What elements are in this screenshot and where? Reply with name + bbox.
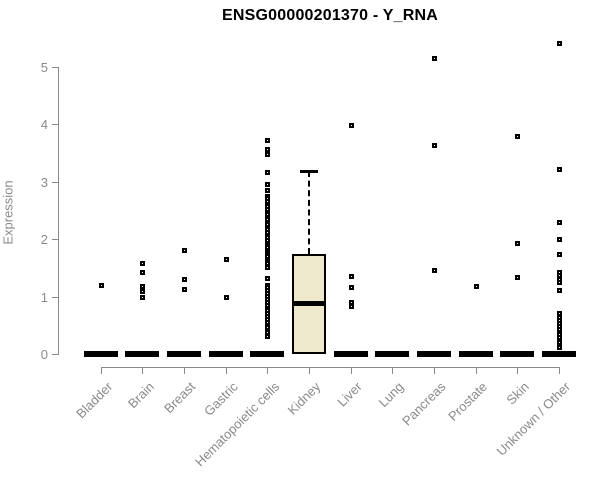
x-tick-label: Liver	[334, 379, 366, 410]
outlier-point	[556, 40, 562, 46]
outlier-point	[556, 237, 562, 243]
y-axis-tick	[52, 354, 58, 355]
outlier-point	[265, 181, 271, 187]
outlier-point	[348, 303, 354, 309]
collapsed-boxplot	[167, 351, 202, 357]
x-tick-label: Unknown / Other	[493, 379, 574, 459]
x-tick-label: Prostate	[445, 379, 491, 424]
x-axis-tick	[475, 368, 477, 374]
outlier-point	[140, 289, 146, 295]
x-tick-label: Brain	[124, 379, 157, 412]
outlier-point	[223, 257, 229, 263]
collapsed-boxplot	[250, 351, 285, 357]
outlier-point	[182, 248, 188, 254]
outlier-point	[140, 261, 146, 267]
collapsed-boxplot	[416, 351, 451, 357]
x-axis-tick	[558, 368, 560, 374]
x-axis-tick	[184, 368, 186, 374]
x-tick-label: Kidney	[284, 379, 324, 418]
collapsed-boxplot	[375, 351, 410, 357]
boxplot-upper-whisker	[308, 170, 310, 255]
outlier-point	[431, 143, 437, 149]
collapsed-boxplot	[500, 351, 535, 357]
outlier-point	[223, 295, 229, 301]
x-axis-tick	[433, 368, 435, 374]
outlier-point	[265, 146, 271, 152]
x-axis-tick	[309, 368, 310, 374]
outlier-point	[348, 122, 354, 128]
outlier-point	[556, 279, 562, 285]
x-axis-tick	[392, 368, 394, 374]
y-axis-tick	[52, 239, 58, 241]
y-tick-label: 2	[40, 232, 48, 248]
collapsed-boxplot	[208, 351, 243, 357]
outlier-point	[556, 339, 562, 345]
x-axis-tick	[100, 368, 102, 374]
outlier-point	[265, 137, 271, 143]
outlier-point	[556, 288, 562, 294]
outlier-point	[265, 330, 271, 336]
collapsed-boxplot	[333, 351, 368, 357]
y-axis-tick	[52, 296, 58, 298]
outlier-point	[556, 219, 562, 225]
outlier-point	[348, 273, 354, 279]
y-axis-tick	[52, 124, 58, 126]
x-axis-tick	[517, 368, 519, 374]
collapsed-boxplot	[125, 351, 160, 357]
y-axis-tick	[52, 181, 58, 183]
x-axis-tick	[350, 368, 352, 374]
boxplot-whisker-cap	[300, 169, 318, 173]
x-tick-label: Skin	[503, 379, 532, 408]
outlier-point	[140, 294, 146, 300]
outlier-point	[348, 284, 354, 290]
x-tick-label: Pancreas	[399, 379, 449, 429]
collapsed-boxplot	[83, 351, 118, 357]
x-tick-label: Bladder	[73, 379, 116, 422]
outlier-point	[265, 170, 271, 176]
outlier-point	[431, 56, 437, 62]
x-tick-label: Gastric	[200, 379, 241, 419]
y-axis-tick	[52, 67, 58, 68]
outlier-point	[556, 311, 562, 317]
outlier-point	[182, 277, 188, 283]
x-axis-tick	[142, 368, 144, 374]
y-tick-label: 5	[40, 60, 48, 75]
outlier-point	[556, 252, 562, 258]
collapsed-boxplot	[458, 351, 493, 357]
y-tick-label: 4	[40, 117, 48, 133]
outlier-point	[265, 151, 271, 157]
outlier-point	[140, 270, 146, 276]
y-tick-label: 0	[40, 347, 48, 362]
x-tick-label: Lung	[375, 379, 407, 411]
y-tick-label: 3	[40, 174, 48, 190]
outlier-point	[556, 167, 562, 173]
x-axis-line	[100, 367, 560, 368]
outlier-point	[431, 268, 437, 274]
outlier-point	[98, 282, 104, 288]
outlier-point	[515, 275, 521, 281]
outlier-point	[515, 134, 521, 140]
chart-title: ENSG00000201370 - Y_RNA	[222, 7, 438, 24]
outlier-point	[265, 187, 271, 193]
outlier-point	[556, 345, 562, 351]
outlier-point	[265, 230, 271, 236]
y-tick-label: 1	[40, 289, 48, 305]
x-axis-tick	[225, 368, 227, 374]
outlier-point	[265, 325, 271, 331]
outlier-point	[515, 240, 521, 246]
outlier-point	[140, 284, 146, 290]
outlier-point	[473, 283, 479, 289]
x-tick-label: Breast	[161, 379, 199, 417]
x-axis-tick	[267, 368, 269, 374]
boxplot-median	[294, 300, 324, 306]
collapsed-boxplot	[541, 351, 576, 357]
outlier-point	[182, 286, 188, 292]
outlier-point	[348, 299, 354, 305]
outlier-point	[265, 265, 271, 271]
outlier-point	[265, 334, 271, 340]
outlier-point	[265, 275, 271, 281]
y-axis-line	[58, 67, 59, 355]
